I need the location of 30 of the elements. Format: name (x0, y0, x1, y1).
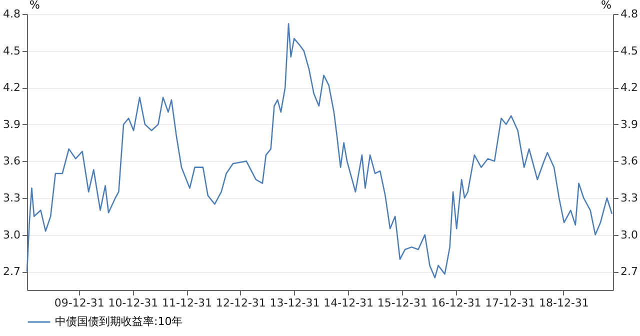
y2-tick-label: 3.0 (620, 228, 638, 242)
y2-tick-label: 4.2 (620, 81, 638, 94)
y-tick-label: 4.5 (3, 44, 20, 58)
y-tick-label: 3.3 (3, 192, 20, 204)
y-tick-label: 2.7 (3, 265, 20, 278)
y2-axis-title: % (601, 0, 612, 12)
y2-tick-label: 3.3 (620, 192, 638, 204)
y-tick-label: 3.0 (3, 228, 20, 242)
y-axis-title: % (30, 0, 40, 12)
line-series (26, 23, 613, 278)
y-tick-label: 4.8 (3, 8, 20, 20)
y-tick-label: 3.6 (3, 154, 20, 168)
x-tick-label: 13-12-31 (270, 296, 320, 310)
y2-tick-label: 4.5 (620, 44, 638, 58)
x-tick-label: 09-12-31 (54, 296, 104, 310)
y2-tick-label: 3.9 (620, 118, 638, 131)
x-tick-label: 14-12-31 (324, 296, 374, 310)
legend-label: 中债国债到期收益率:10年 (55, 315, 183, 328)
x-tick-label: 17-12-31 (485, 296, 536, 310)
x-tick-label: 12-12-31 (216, 296, 266, 310)
x-tick-label: 16-12-31 (431, 296, 482, 310)
x-tick-label: 15-12-31 (377, 296, 428, 310)
x-tick-label: 10-12-31 (108, 296, 158, 310)
y2-tick-label: 2.7 (620, 265, 638, 278)
y2-tick-label: 4.8 (620, 8, 638, 20)
x-tick-label: 18-12-31 (539, 296, 589, 310)
y-tick-label: 3.9 (3, 118, 20, 131)
y2-tick-label: 3.6 (620, 154, 638, 168)
x-tick-label: 11-12-31 (162, 296, 212, 310)
y-tick-label: 4.2 (3, 81, 20, 94)
